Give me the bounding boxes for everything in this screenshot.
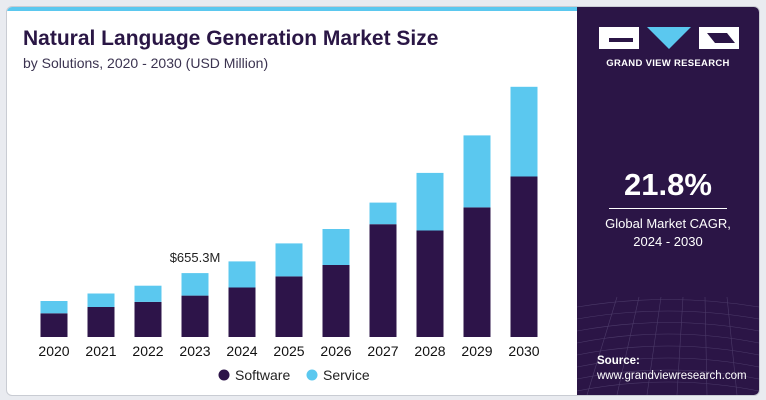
bar-software-2030: [510, 176, 538, 337]
cagr-divider: [609, 208, 727, 209]
bar-software-2026: [322, 265, 350, 337]
x-tick-label-2026: 2026: [320, 343, 351, 359]
bar-software-2022: [134, 301, 162, 337]
bar-service-2025: [275, 243, 303, 277]
source-url: www.grandviewresearch.com: [597, 370, 747, 382]
bar-service-2024: [228, 261, 256, 288]
bar-service-2029: [463, 135, 491, 208]
x-tick-label-2027: 2027: [367, 343, 398, 359]
wave-grid-graphic: [577, 296, 759, 395]
chart-card: Natural Language Generation Market Size …: [6, 6, 760, 396]
bar-software-2020: [40, 313, 68, 337]
x-tick-label-2023: 2023: [179, 343, 210, 359]
x-tick-label-2022: 2022: [132, 343, 163, 359]
x-tick-label-2030: 2030: [508, 343, 539, 359]
brand-logo-icon: [599, 27, 739, 49]
legend-label-service: Service: [323, 367, 370, 383]
legend-swatch-software: [218, 369, 230, 381]
source-label: Source:: [597, 355, 640, 367]
chart-subtitle: by Solutions, 2020 - 2030 (USD Million): [23, 55, 269, 71]
cagr-value: 21.8%: [624, 167, 712, 202]
bar-service-2027: [369, 202, 397, 225]
bar-software-2024: [228, 287, 256, 337]
legend-swatch-service: [306, 369, 318, 381]
bar-service-2022: [134, 285, 162, 302]
bar-software-2025: [275, 276, 303, 337]
bar-software-2027: [369, 224, 397, 337]
brand-name: GRAND VIEW RESEARCH: [606, 58, 730, 69]
bar-software-2029: [463, 207, 491, 337]
x-tick-label-2025: 2025: [273, 343, 304, 359]
bar-service-2021: [87, 293, 115, 307]
bar-chart: 2020 2021 2022 2023 2024 2025 2026 2027 2028 2029…: [38, 86, 540, 383]
bar-service-2020: [40, 301, 68, 314]
cagr-label-line1: Global Market CAGR,: [605, 216, 731, 231]
legend-label-software: Software: [235, 367, 290, 383]
chart-title: Natural Language Generation Market Size: [23, 27, 439, 50]
cagr-label: Global Market CAGR, 2024 - 2030: [577, 215, 759, 251]
accent-line: [7, 7, 579, 11]
bar-service-2030: [510, 86, 538, 177]
bar-software-2023: [181, 295, 209, 337]
annotation-label: $655.3M: [170, 250, 221, 265]
x-tick-label-2029: 2029: [461, 343, 492, 359]
x-tick-label-2020: 2020: [38, 343, 69, 359]
x-tick-label-2024: 2024: [226, 343, 257, 359]
bar-software-2021: [87, 307, 115, 337]
bar-service-2023: [181, 273, 209, 296]
cagr-label-line2: 2024 - 2030: [633, 234, 703, 249]
bar-service-2028: [416, 172, 444, 231]
x-tick-label-2021: 2021: [85, 343, 116, 359]
info-panel: GRAND VIEW RESEARCH 21.8% Global Market …: [577, 7, 759, 395]
x-tick-label-2028: 2028: [414, 343, 445, 359]
bar-software-2028: [416, 230, 444, 337]
bar-service-2026: [322, 229, 350, 265]
